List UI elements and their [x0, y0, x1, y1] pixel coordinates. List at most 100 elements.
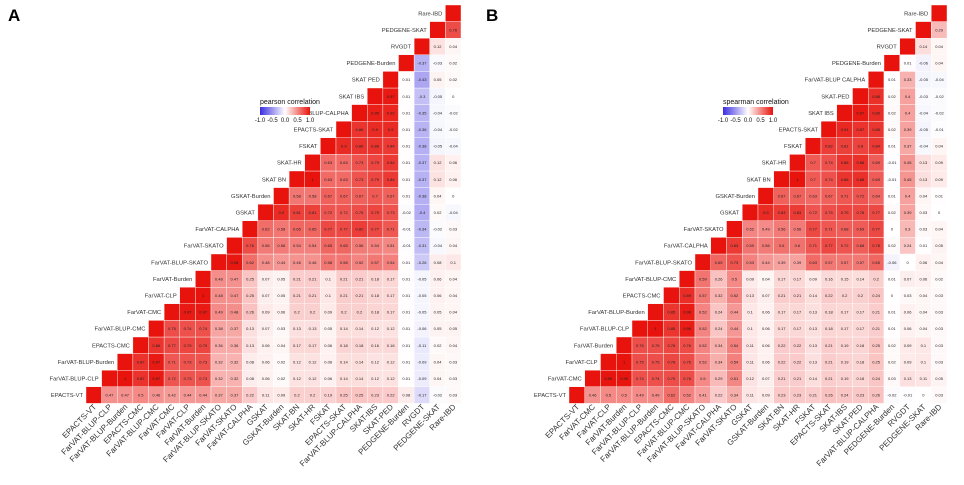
panel-b-cell	[899, 38, 916, 56]
panel-a-cell-label: 0.21	[356, 293, 365, 298]
panel-a-cell-label: 0.2	[294, 393, 300, 398]
panel-b-cell-label: 0.21	[872, 310, 881, 315]
panel-b-cell-label: 0.77	[825, 243, 834, 248]
panel-a-cell-label: 0.01	[402, 260, 411, 265]
panel-a-cell-label: 0.72	[168, 376, 177, 381]
panel-a-row-label: PEDGENE-Burden	[347, 61, 396, 67]
panel-a-cell-label: 0.87	[137, 376, 146, 381]
panel-b-cell-label: 0.1	[747, 326, 753, 331]
panel-b-cell-label: 0.04	[919, 193, 928, 198]
panel-b-cell-label: 0.17	[856, 326, 865, 331]
panel-a-cell-label: 0.04	[449, 293, 458, 298]
panel-a-cell-label: 0.17	[387, 293, 396, 298]
panel-a-cell-label: 0.13	[293, 326, 302, 331]
panel-a-cell-label: 0.36	[231, 343, 240, 348]
panel-a-cell-label: 0.06	[449, 177, 458, 182]
panel-a-cell-label: 0.63	[340, 160, 349, 165]
panel-b-cell-label: 0.11	[746, 393, 754, 398]
panel-b-cell-label: 0.02	[888, 210, 897, 215]
panel-b-cell-label: 0.96	[683, 326, 692, 331]
panel-b-cell-label: 0.03	[935, 359, 944, 364]
panel-b-cell-label: 0.83	[778, 210, 787, 215]
panel-a-cell-label: 0.08	[402, 393, 411, 398]
panel-a-row-label: SKAT-HR	[277, 161, 302, 167]
panel-a-legend-tick: 1.0	[306, 118, 315, 124]
panel-b-cell-label: 0.09	[809, 276, 818, 281]
panel-b-cell	[931, 4, 948, 22]
panel-a-cell-label: 0.13	[309, 326, 318, 331]
panel-a-cell-label: 0.51	[387, 243, 396, 248]
panel-b-cell-label: 0.85	[872, 127, 881, 132]
panel-b-row-label: FSKAT	[784, 144, 803, 150]
panel-a-cell-label: 0.01	[402, 193, 411, 198]
panel-b-cell-label: 0.37	[904, 144, 913, 149]
panel-a-cell-label: -0.05	[417, 310, 427, 315]
panel-a-cell-label: 0.75	[356, 210, 365, 215]
panel-b-cell-label: 0.53	[746, 260, 755, 265]
panel-a-cell	[382, 71, 399, 89]
panel-a-cell-label: 1	[311, 177, 314, 182]
panel-a-cell-label: 0.63	[340, 177, 349, 182]
panel-b-cell-label: 0.23	[793, 393, 802, 398]
panel-a-cell-label: 0.03	[449, 393, 458, 398]
panel-a-cell-label: 0.9	[372, 127, 378, 132]
panel-b-legend-tick: -1.0	[718, 118, 729, 124]
panel-b-cell-label: 0.02	[888, 359, 897, 364]
panel-b-row-label: RVGDT	[877, 45, 898, 51]
panel-a-cell-label: 0.18	[340, 343, 349, 348]
panel-a-cell-label: 0.84	[387, 177, 396, 182]
panel-b-cell-label: 0.63	[809, 193, 818, 198]
panel-b-cell-label: 0.24	[715, 310, 724, 315]
panel-a-cell-label: -0.04	[433, 110, 443, 115]
panel-a-cell-label: 0.72	[324, 210, 333, 215]
panel-a-cell-label: 0.06	[434, 293, 443, 298]
panel-b-cell-label: 0.39	[904, 210, 913, 215]
panel-a-cell	[288, 170, 305, 188]
panel-b-cell-label: 0.1	[921, 359, 927, 364]
panel-b-cell-label: 0.09	[935, 160, 944, 165]
panel-a-cell-label: -0.05	[417, 276, 427, 281]
panel-b-cell-label: 0.7	[810, 160, 816, 165]
panel-a-cell-label: 0.77	[340, 227, 349, 232]
panel-a-cell-label: 0.18	[371, 310, 380, 315]
panel-a-cell-label: 0.65	[340, 243, 349, 248]
panel-b-cell-label: 0.03	[919, 210, 928, 215]
panel-a-cell	[210, 253, 227, 271]
panel-b-cell-label: 0.13	[904, 376, 913, 381]
panel-a-cell-label: 0.04	[277, 343, 286, 348]
panel-b-cell-label: 0.71	[825, 227, 834, 232]
panel-a-cell-label: 0.02	[277, 359, 286, 364]
panel-b-cell-label: 0.7	[810, 177, 816, 182]
panel-b-cell-label: 0.21	[825, 343, 834, 348]
panel-b-cell-label: 0.14	[919, 44, 928, 49]
panel-b-cell-label: 0.22	[793, 359, 802, 364]
panel-b-row-label: FarVAT-CALPHA	[664, 244, 708, 250]
panel-a-row-label: FarVAT-CLP	[145, 294, 177, 300]
panel-b-cell-label: 0.25	[872, 343, 881, 348]
panel-b-cell-label: 0.01	[935, 193, 944, 198]
panel-a-cell-label: 0.86	[356, 144, 365, 149]
panel-b-row-label: SKAT BN	[746, 177, 770, 183]
panel-b-cell-label: 0.17	[841, 310, 850, 315]
panel-b-cell-label: 0.65	[872, 260, 881, 265]
panel-a-cell-label: 0.86	[152, 343, 161, 348]
panel-a-heatmap: 0.47 0.47 0.5 0.46 0.42 0.44 0.44 0.37 0.37 0.22 0…	[50, 4, 462, 468]
panel-b-cell-label: 0.02	[935, 276, 944, 281]
panel-b-cell	[757, 187, 774, 205]
panel-a-cell-label: 0.09	[324, 310, 333, 315]
panel-a-cell-label: 0.65	[309, 227, 318, 232]
panel-b-cell	[915, 21, 932, 39]
panel-b-row-label: SKAT-PED	[821, 94, 849, 100]
panel-a-cell-label: 0.5	[138, 393, 144, 398]
panel-b-cell-label: 0.65	[715, 260, 724, 265]
panel-b-cell-label: 0.07	[904, 276, 913, 281]
panel-a-cell-label: 0.56	[356, 243, 365, 248]
panel-a-row-label: GSKAT-Burden	[231, 194, 271, 200]
panel-b-cell-label: 0.78	[667, 359, 676, 364]
panel-a-cell	[335, 120, 352, 138]
panel-a-cell-label: 0.06	[262, 359, 271, 364]
panel-b-cell-label: 0.09	[904, 359, 913, 364]
panel-a-cell-label: 0.37	[231, 393, 240, 398]
panel-b-cell-label: 0.21	[793, 376, 802, 381]
panel-a-cell-label: 0.12	[434, 44, 443, 49]
